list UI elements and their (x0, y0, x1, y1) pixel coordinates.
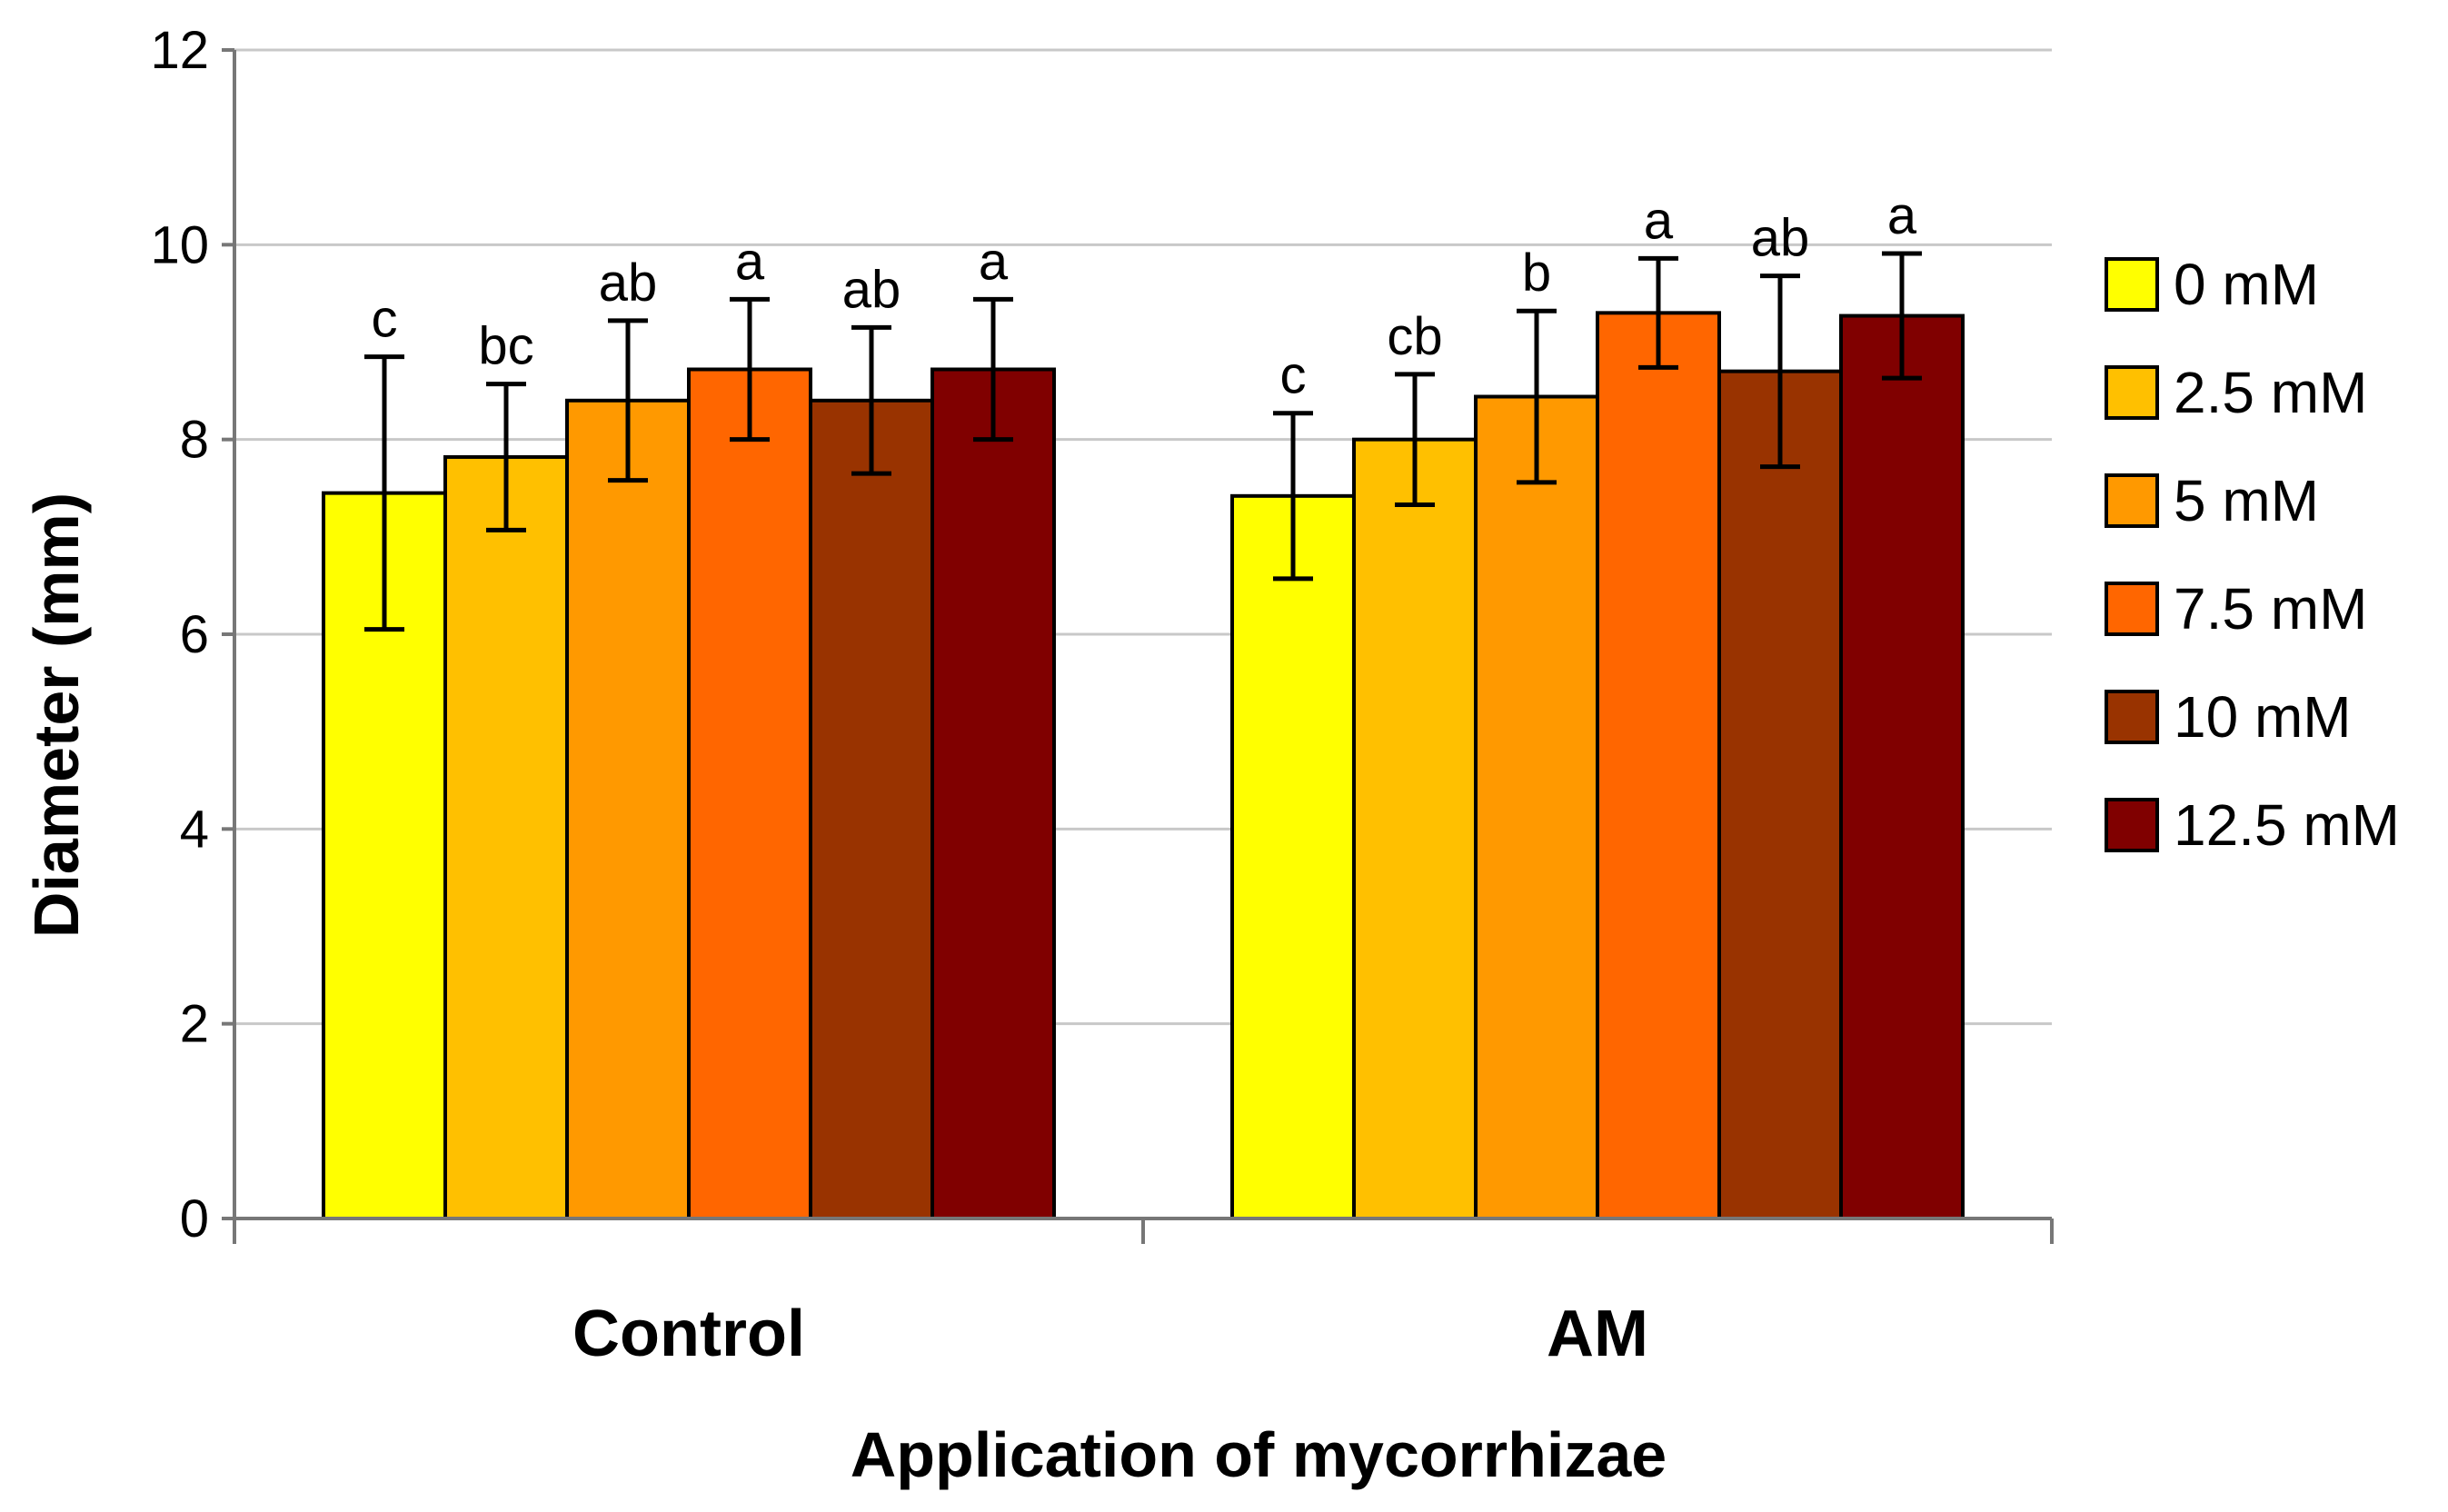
significance-label: a (979, 232, 1009, 291)
axes: 0 2 4 6 8 10 12 Control AM (150, 21, 2054, 1370)
bar (687, 367, 812, 1220)
bar (809, 398, 934, 1220)
bar (1596, 311, 1721, 1221)
bars (322, 311, 1965, 1221)
significance-label: ab (842, 260, 901, 319)
significance-label: a (1887, 186, 1917, 245)
significance-label: a (1644, 191, 1674, 250)
significance-label: b (1522, 244, 1551, 303)
legend: 0 mM 2.5 mM 5 mM 7.5 mM 10 mM 12.5 mM (2105, 252, 2400, 858)
y-axis-title: Diameter (mm) (21, 492, 92, 938)
y-tick-label: 6 (180, 605, 209, 664)
x-category-label: AM (1547, 1298, 1648, 1370)
significance-label: c (372, 290, 398, 349)
significance-labels: c bc ab a ab a c cb b a ab a (372, 186, 1917, 405)
x-axis-title: Application of mycorrhizae (851, 1419, 1667, 1490)
y-tick-label: 4 (180, 800, 209, 859)
significance-label: cb (1387, 307, 1442, 366)
bar (1717, 369, 1843, 1220)
bar (1230, 493, 1356, 1220)
bar (1839, 313, 1965, 1220)
y-tick-label: 12 (150, 21, 209, 80)
legend-swatch (2105, 582, 2159, 636)
significance-label: bc (478, 317, 533, 376)
legend-swatch (2105, 365, 2159, 420)
bar (443, 454, 569, 1220)
legend-label: 10 mM (2174, 684, 2352, 750)
significance-label: a (735, 232, 765, 291)
bar (930, 367, 1056, 1220)
legend-label: 5 mM (2174, 468, 2319, 533)
legend-swatch (2105, 257, 2159, 312)
significance-label: c (1280, 346, 1307, 405)
significance-label: ab (1751, 209, 1810, 268)
y-tick-label: 0 (180, 1189, 209, 1248)
bar (565, 398, 691, 1220)
legend-swatch (2105, 798, 2159, 852)
legend-swatch (2105, 690, 2159, 744)
y-tick-label: 2 (180, 995, 209, 1054)
significance-label: ab (599, 254, 658, 313)
legend-label: 12.5 mM (2174, 792, 2400, 858)
y-tick-label: 10 (150, 215, 209, 274)
legend-label: 0 mM (2174, 252, 2319, 317)
legend-swatch (2105, 473, 2159, 528)
y-tick-label: 8 (180, 411, 209, 470)
legend-label: 7.5 mM (2174, 576, 2367, 642)
x-category-label: Control (572, 1298, 805, 1370)
legend-label: 2.5 mM (2174, 360, 2367, 425)
bar (1352, 437, 1478, 1220)
bar (1474, 394, 1599, 1221)
error-bars (364, 251, 1922, 632)
